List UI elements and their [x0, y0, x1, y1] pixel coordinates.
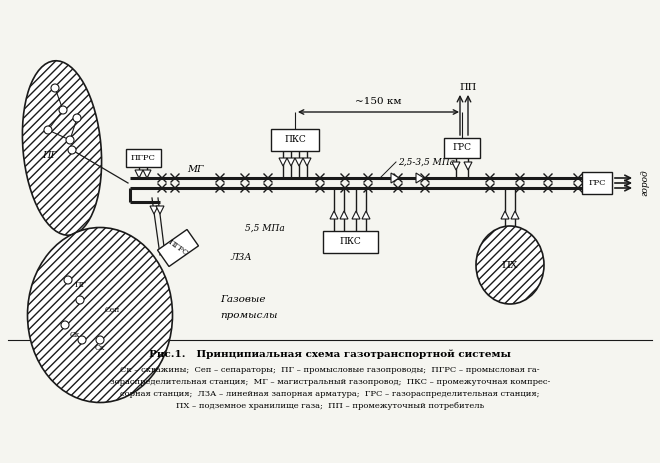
Ellipse shape — [22, 61, 102, 235]
Polygon shape — [352, 211, 360, 219]
Bar — [582, 172, 612, 194]
Circle shape — [61, 321, 69, 329]
Polygon shape — [330, 211, 338, 219]
Text: Ск – скважины;  Сеп – сепараторы;  ПГ – промысловые газопроводы;  ПГРС – промысл: Ск – скважины; Сеп – сепараторы; ПГ – пр… — [120, 366, 540, 374]
Polygon shape — [391, 173, 399, 183]
Ellipse shape — [28, 227, 172, 402]
Text: ГРС: ГРС — [453, 144, 471, 152]
Text: город: город — [640, 169, 649, 196]
Text: ПП: ПП — [459, 83, 477, 93]
Polygon shape — [511, 211, 519, 219]
Text: Рис.1.   Принципиальная схема газотранспортной системы: Рис.1. Принципиальная схема газотранспор… — [149, 349, 511, 359]
Text: ПГ: ПГ — [42, 150, 57, 159]
Text: ПГ: ПГ — [74, 281, 86, 289]
Text: промыслы: промыслы — [220, 311, 277, 319]
Bar — [158, 230, 199, 267]
Circle shape — [64, 276, 72, 284]
Polygon shape — [295, 158, 303, 166]
Text: ~150 км: ~150 км — [355, 98, 402, 106]
Polygon shape — [279, 158, 287, 166]
Text: МГ: МГ — [187, 165, 203, 175]
Circle shape — [78, 336, 86, 344]
Ellipse shape — [476, 226, 544, 304]
Text: ПКС: ПКС — [339, 238, 361, 246]
Polygon shape — [362, 211, 370, 219]
Circle shape — [51, 84, 59, 92]
Circle shape — [76, 296, 84, 304]
Text: ПГРС: ПГРС — [166, 238, 189, 258]
Text: зораспределительная станция;  МГ – магистральный газопровод;  ПКС – промежуточна: зораспределительная станция; МГ – магист… — [110, 378, 550, 386]
Polygon shape — [135, 170, 143, 178]
Circle shape — [44, 126, 52, 134]
Text: Ск: Ск — [70, 331, 81, 339]
Circle shape — [66, 136, 74, 144]
Text: ПХ: ПХ — [502, 261, 518, 269]
Polygon shape — [452, 162, 460, 170]
Text: 5,5 МПа: 5,5 МПа — [245, 224, 284, 232]
Polygon shape — [464, 162, 472, 170]
Polygon shape — [287, 158, 295, 166]
Polygon shape — [416, 173, 424, 183]
Text: ПХ – подземное хранилище газа;  ПП – промежуточный потребитель: ПХ – подземное хранилище газа; ПП – пром… — [176, 402, 484, 410]
Text: 2,5-3,5 МПа: 2,5-3,5 МПа — [398, 157, 455, 167]
Circle shape — [59, 106, 67, 114]
Text: Сеп: Сеп — [104, 306, 119, 314]
Polygon shape — [156, 206, 164, 214]
Bar — [271, 129, 319, 151]
Text: Ск: Ск — [95, 344, 105, 352]
Polygon shape — [501, 211, 509, 219]
Text: сорная станция;  ЛЗА – линейная запорная арматура;  ГРС – газораспределительная : сорная станция; ЛЗА – линейная запорная … — [120, 390, 540, 398]
Polygon shape — [150, 206, 158, 214]
Text: ПКС: ПКС — [284, 136, 306, 144]
Text: ГРС: ГРС — [588, 179, 606, 187]
Bar — [444, 138, 480, 158]
Circle shape — [73, 114, 81, 122]
Polygon shape — [340, 211, 348, 219]
Circle shape — [68, 146, 76, 154]
Text: ЛЗА: ЛЗА — [230, 254, 251, 263]
Text: Газовые: Газовые — [220, 295, 265, 305]
Polygon shape — [143, 170, 151, 178]
Circle shape — [96, 336, 104, 344]
Bar — [323, 231, 378, 253]
Text: ПГРС: ПГРС — [131, 154, 156, 162]
Bar — [125, 149, 160, 167]
Polygon shape — [303, 158, 311, 166]
